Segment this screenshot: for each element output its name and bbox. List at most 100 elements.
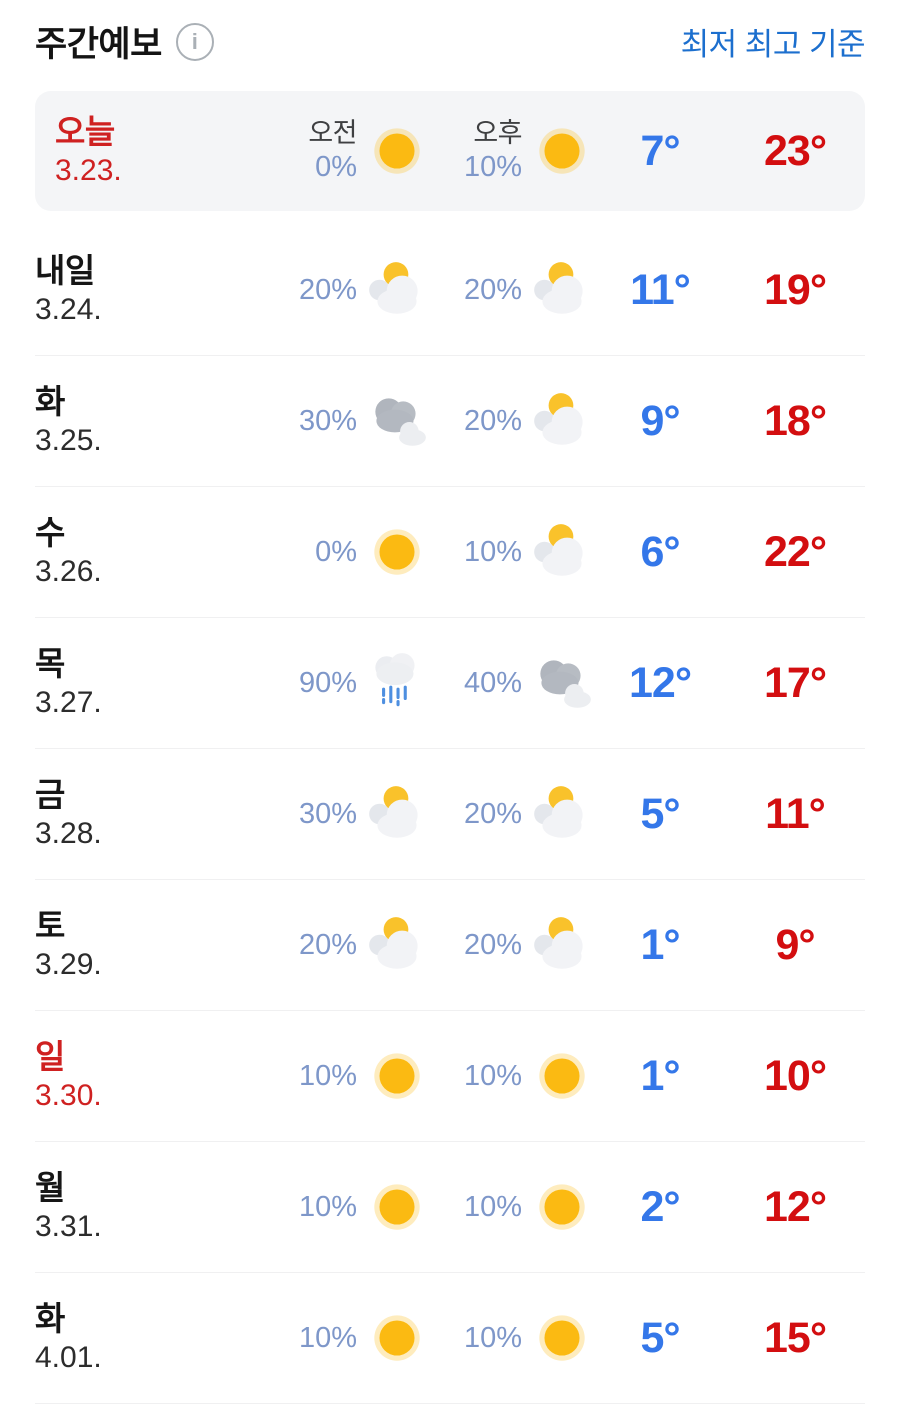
pm-precip-stack: 20% [464,272,522,308]
day-label: 화 [35,383,65,421]
pm-precip-stack: 20% [464,403,522,439]
day-label: 토 [35,907,65,945]
am-precip-stack: 10% [299,1320,357,1356]
pm-cell: 10% [430,1043,595,1109]
day-cell: 수 3.26. [35,514,205,589]
precip-percent: 20% [463,797,522,830]
day-label: 화 [35,1300,65,1338]
precip-percent: 90% [298,666,357,699]
precip-percent: 10% [463,535,522,568]
day-cell: 내일 3.24. [35,252,205,327]
pm-cell: 10% [430,1174,595,1240]
precip-percent: 10% [463,1321,522,1354]
high-temp: 10° [763,1051,827,1100]
partly-cloudy-icon [529,388,595,454]
date-label: 3.23. [55,154,122,188]
period-label: 오전 [308,117,357,148]
low-temp: 11° [630,265,691,314]
forecast-row: 화 3.25. 30% 20% 9° 18° [35,356,865,487]
forecast-row: 일 3.30. 10% 10% 1° 10° [35,1011,865,1142]
high-temp: 17° [763,658,827,707]
pm-precip-stack: 10% [464,1058,522,1094]
pm-precip-stack: 20% [464,927,522,963]
day-cell: 월 3.31. [35,1169,205,1244]
date-label: 3.28. [35,817,102,851]
partly-cloudy-icon [364,912,430,978]
day-cell: 화 3.25. [35,383,205,458]
date-label: 3.24. [35,293,102,327]
am-cell: 오전 0% [205,117,430,186]
day-label: 수 [35,514,65,552]
low-temp: 5° [640,1313,680,1362]
day-cell: 화 4.01. [35,1300,205,1375]
pm-precip-stack: 10% [464,534,522,570]
am-cell: 0% [205,519,430,585]
forecast-row: 목 3.27. 90% 40% 12° 17° [35,618,865,749]
am-precip-stack: 오전 0% [308,117,357,186]
am-precip-stack: 20% [299,272,357,308]
precip-percent: 10% [463,1190,522,1223]
high-temp: 15° [763,1313,827,1362]
pm-cell: 오후 10% [430,117,595,186]
am-cell: 10% [205,1043,430,1109]
pm-precip-stack: 10% [464,1320,522,1356]
precip-percent: 10% [298,1321,357,1354]
low-temp: 1° [640,1051,680,1100]
high-temp: 11° [765,789,826,838]
high-temp: 18° [763,396,827,445]
am-precip-stack: 90% [299,665,357,701]
high-temp: 12° [763,1182,827,1231]
day-cell: 일 3.30. [35,1038,205,1113]
low-temp: 7° [640,126,680,175]
precip-percent: 20% [298,928,357,961]
precip-percent: 30% [298,404,357,437]
date-label: 3.26. [35,555,102,589]
sun-icon [529,1043,595,1109]
info-icon[interactable]: i [175,22,214,61]
pm-precip-stack: 40% [464,665,522,701]
precip-percent: 0% [315,535,357,568]
forecast-row: 화 4.01. 10% 10% 5° 15° [35,1273,865,1404]
partly-cloudy-icon [364,781,430,847]
day-label: 목 [35,645,65,683]
am-precip-stack: 30% [299,403,357,439]
period-label: 오후 [473,117,522,148]
low-temp: 1° [640,920,680,969]
day-cell: 금 3.28. [35,776,205,851]
day-label: 일 [35,1038,65,1076]
min-max-legend-link[interactable]: 최저 최고 기준 [680,27,866,62]
day-cell: 목 3.27. [35,645,205,720]
partly-cloudy-icon [529,257,595,323]
pm-cell: 40% [430,650,595,716]
pm-precip-stack: 오후 10% [464,117,523,186]
precip-percent: 20% [463,404,522,437]
page-title: 주간예보 [35,25,162,64]
precip-percent: 20% [298,273,357,306]
sun-icon [529,1305,595,1371]
date-label: 3.31. [35,1210,102,1244]
am-precip-stack: 10% [299,1058,357,1094]
precip-percent: 40% [463,666,522,699]
partly-cloudy-icon [529,519,595,585]
precip-percent: 0% [315,151,357,184]
am-cell: 20% [205,257,430,323]
forecast-row: 내일 3.24. 20% 20% 11° 19° [35,225,865,356]
pm-precip-stack: 20% [464,796,522,832]
day-label: 월 [35,1169,65,1207]
am-precip-stack: 20% [299,927,357,963]
precip-percent: 20% [463,273,522,306]
am-cell: 10% [205,1305,430,1371]
day-cell: 토 3.29. [35,907,205,982]
low-temp: 12° [628,658,692,707]
date-label: 3.27. [35,686,102,720]
day-label: 내일 [35,252,95,290]
precip-percent: 10% [298,1190,357,1223]
am-cell: 10% [205,1174,430,1240]
forecast-list: 오늘 3.23. 오전 0% 오후 10% 7° 23° 내일 3.2 [0,91,900,1404]
weekly-forecast-header: 주간예보 i 최저 최고 기준 [0,0,900,91]
high-temp: 22° [763,527,827,576]
am-precip-stack: 30% [299,796,357,832]
am-cell: 30% [205,781,430,847]
forecast-row: 금 3.28. 30% 20% 5° 11° [35,749,865,880]
am-cell: 20% [205,912,430,978]
